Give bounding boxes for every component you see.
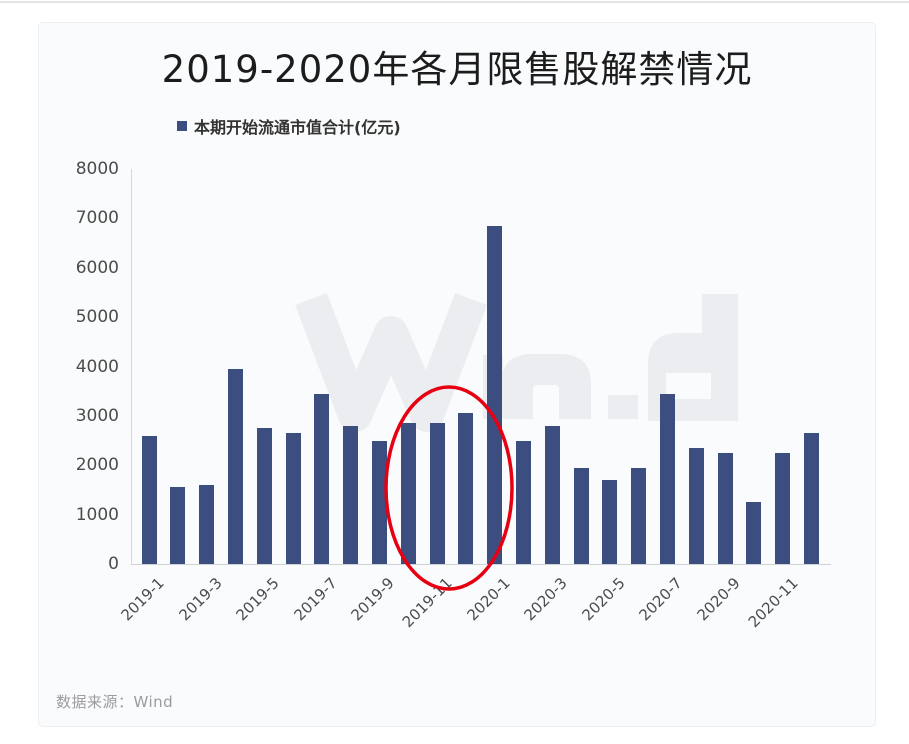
chart-card: 2019-2020年各月限售股解禁情况 本期开始流通市值合计(亿元) 0 1000… — [38, 22, 876, 727]
bar — [487, 225, 503, 564]
y-axis-tick-label: 3000 — [75, 405, 119, 426]
legend-label: 本期开始流通市值合计(亿元) — [194, 118, 401, 137]
bar — [573, 467, 589, 564]
bar — [343, 425, 359, 564]
highlight-annotation — [384, 385, 514, 591]
bar — [227, 368, 243, 564]
bar — [170, 487, 186, 564]
bar — [544, 425, 560, 564]
wind-watermark — [295, 292, 738, 432]
watermark-dot — [608, 395, 638, 419]
bar — [285, 433, 301, 564]
bar — [371, 440, 387, 564]
y-axis-tick-label: 5000 — [75, 307, 119, 328]
bar — [746, 502, 762, 564]
bar — [199, 485, 215, 564]
y-axis-line — [131, 169, 132, 564]
bar — [602, 480, 618, 564]
bar — [688, 447, 704, 564]
y-axis-tick-label: 7000 — [75, 208, 119, 229]
chart-title: 2019-2020年各月限售股解禁情况 — [161, 48, 753, 91]
bar — [775, 452, 791, 564]
bar — [631, 467, 647, 564]
bar — [515, 440, 531, 564]
y-axis-tick-label: 8000 — [75, 159, 119, 179]
y-axis-tick-label: 0 — [108, 554, 119, 574]
y-axis-tick-label: 2000 — [75, 455, 119, 476]
x-axis-line — [131, 564, 831, 565]
bar — [717, 452, 733, 564]
bar — [256, 428, 272, 564]
y-axis-tick-label: 1000 — [75, 504, 119, 525]
legend: 本期开始流通市值合计(亿元) — [177, 115, 401, 137]
watermark-letter-w — [295, 292, 487, 432]
watermark-letter-d — [648, 294, 738, 421]
legend-marker-icon — [177, 121, 187, 131]
bar — [458, 413, 474, 564]
y-axis-tick-label: 4000 — [75, 356, 119, 377]
watermark-letter-n — [501, 354, 591, 419]
bar — [429, 423, 445, 564]
plot-area: 0 1000 2000 3000 4000 5000 6000 7000 8000 2019-1 2… — [39, 23, 877, 728]
highlight-ellipse — [384, 385, 514, 591]
data-source-caption: 数据来源：Wind — [56, 693, 174, 711]
bar — [141, 435, 157, 564]
bar — [400, 423, 416, 564]
bar — [803, 433, 819, 564]
y-axis-tick-label: 6000 — [75, 257, 119, 278]
bar — [659, 393, 675, 564]
top-divider — [0, 1, 909, 3]
bar — [314, 393, 330, 564]
